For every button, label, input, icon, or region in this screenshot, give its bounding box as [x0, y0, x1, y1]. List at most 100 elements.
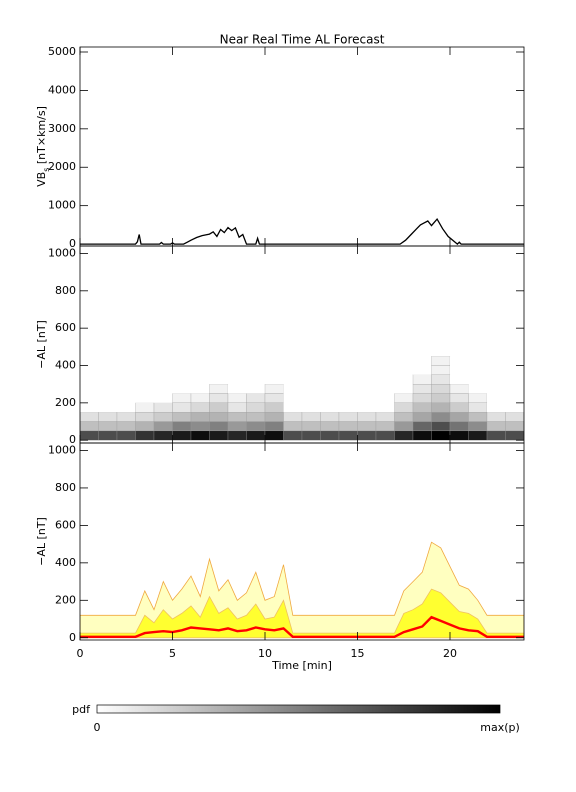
pdf-cell	[505, 356, 524, 366]
pdf-cell	[135, 374, 154, 385]
y-axis-label: −AL [nT]	[35, 517, 48, 566]
y-tick-label: 3000	[48, 122, 76, 135]
pdf-cell	[338, 430, 358, 441]
pdf-cell	[283, 384, 302, 394]
pdf-cell	[357, 356, 376, 366]
pdf-cell	[505, 412, 524, 422]
pdf-cell	[376, 346, 395, 357]
pdf-cell	[265, 374, 284, 385]
pdf-cell	[394, 393, 414, 404]
pdf-cell	[283, 421, 303, 432]
pdf-cell	[320, 374, 339, 385]
y-tick-label: 800	[55, 481, 76, 494]
pdf-cell	[265, 365, 284, 375]
pdf-cell	[135, 346, 154, 357]
colorbar-min: 0	[94, 721, 101, 734]
pdf-cell	[376, 402, 395, 413]
pdf-cell	[357, 365, 376, 375]
pdf-cell	[227, 402, 247, 413]
pdf-cell	[431, 393, 451, 404]
pdf-cell	[98, 430, 118, 441]
pdf-cell	[468, 356, 487, 366]
pdf-cell	[412, 384, 432, 394]
y-tick-label: 600	[55, 321, 76, 334]
pdf-cell	[339, 393, 358, 403]
pdf-cell	[117, 393, 136, 403]
chart-title: Near Real Time AL Forecast	[220, 33, 385, 47]
pdf-cell	[283, 412, 303, 422]
pdf-cell	[80, 430, 99, 441]
pdf-cell	[301, 412, 321, 422]
pdf-cell	[449, 412, 469, 422]
pdf-cell	[376, 384, 395, 394]
median-line	[80, 615, 524, 638]
pdf-cell	[468, 412, 488, 422]
x-axis-label: Time [min]	[271, 659, 332, 672]
pdf-cell	[468, 346, 487, 357]
pdf-cell	[505, 430, 524, 441]
y-axis-label-part: VB	[35, 172, 48, 187]
y-tick-label: 0	[69, 237, 76, 250]
pdf-cell	[154, 365, 173, 375]
pdf-cell	[412, 412, 432, 422]
pdf-cell	[394, 346, 413, 357]
pdf-cell	[320, 356, 339, 366]
pdf-cell	[98, 402, 117, 413]
pdf-cell	[190, 430, 210, 441]
plot-area	[80, 346, 524, 441]
pdf-cell	[375, 412, 395, 422]
pdf-cell	[468, 384, 487, 394]
pdf-cell	[191, 356, 210, 366]
pdf-cell	[394, 356, 413, 366]
pdf-cell	[264, 393, 284, 404]
pdf-cell	[283, 393, 302, 403]
pdf-cell	[449, 384, 469, 394]
pdf-cell	[246, 393, 266, 404]
x-tick-label: 20	[443, 647, 457, 660]
plot-area	[80, 217, 524, 245]
pdf-cell	[394, 384, 413, 394]
pdf-cell	[487, 393, 506, 403]
vbs-line	[80, 217, 524, 245]
pdf-cell	[431, 346, 450, 357]
y-axis-label: VBs [nT×km/s]	[35, 106, 51, 187]
pdf-cell	[320, 346, 339, 357]
pdf-cell	[80, 346, 99, 357]
y-tick-label: 200	[55, 396, 76, 409]
pdf-cell	[98, 412, 118, 422]
pdf-cell	[413, 346, 432, 357]
pdf-cell	[246, 412, 266, 422]
pdf-cell	[209, 402, 229, 413]
pdf-cell	[117, 374, 136, 385]
pdf-cell	[98, 356, 117, 366]
pdf-cell	[283, 374, 302, 385]
pdf-cell	[283, 365, 302, 375]
pdf-cell	[302, 365, 321, 375]
pdf-cell	[264, 421, 284, 432]
x-tick-label: 0	[77, 647, 84, 660]
panel: 0 200 400 600 800 1000 0 5 10 15 20 −AL [nT] Time [m…	[35, 442, 525, 672]
pdf-cell	[265, 356, 284, 366]
panel: 0 1000 2000 3000 4000 5000 VBs [nT×km/s]	[35, 45, 525, 250]
pdf-cell	[357, 430, 377, 441]
pdf-cell	[302, 393, 321, 403]
pdf-cell	[172, 421, 192, 432]
pdf-cell	[486, 412, 506, 422]
pdf-cell	[228, 384, 247, 394]
pdf-cell	[191, 374, 210, 385]
pdf-cell	[209, 374, 228, 385]
pdf-cell	[487, 374, 506, 385]
pdf-cell	[135, 430, 155, 441]
x-tick-label: 5	[169, 647, 176, 660]
pdf-cell	[320, 365, 339, 375]
pdf-cell	[394, 374, 413, 385]
pdf-cell	[302, 346, 321, 357]
pdf-cell	[135, 356, 154, 366]
pdf-cell	[246, 384, 265, 394]
pdf-cell	[209, 384, 229, 394]
pdf-cell	[357, 346, 376, 357]
pdf-cell	[431, 421, 451, 432]
pdf-cell	[228, 346, 247, 357]
pdf-cell	[80, 374, 99, 385]
y-tick-label: 400	[55, 359, 76, 372]
